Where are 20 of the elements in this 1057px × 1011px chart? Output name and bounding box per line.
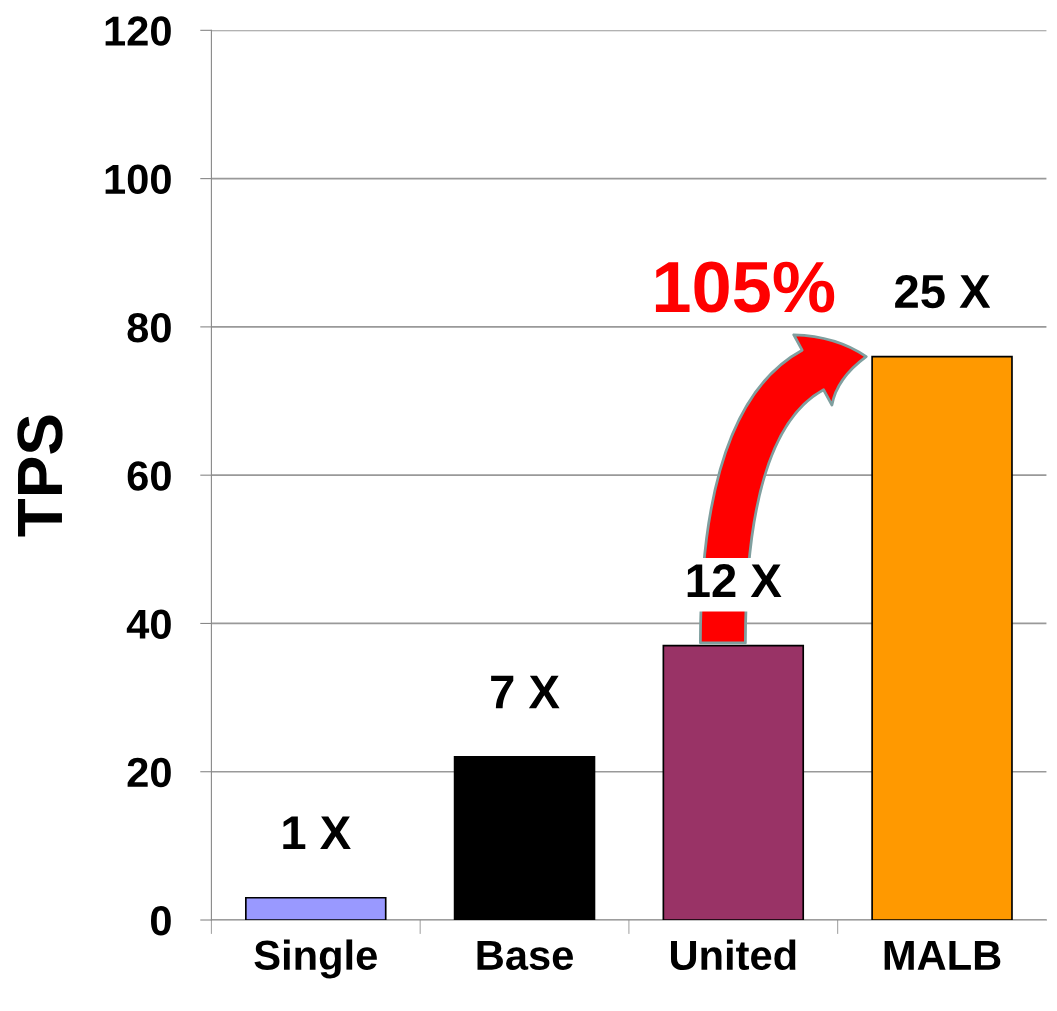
x-tick-label: MALB bbox=[884, 940, 1001, 970]
bar bbox=[453, 756, 596, 921]
x-tick-label: Base bbox=[477, 940, 573, 971]
y-tick-label: 80 bbox=[127, 312, 171, 343]
x-tick-label: Single bbox=[254, 939, 377, 979]
annotation: 7 X bbox=[491, 675, 560, 709]
x-tick-label: United bbox=[670, 939, 796, 971]
annotation: 25 X bbox=[895, 274, 991, 309]
y-tick-label: 120 bbox=[105, 16, 171, 46]
annotation: 12 X bbox=[687, 564, 782, 597]
y-tick-label: 100 bbox=[105, 164, 171, 195]
annotation: 105% bbox=[655, 261, 835, 313]
bar bbox=[871, 355, 1013, 921]
y-axis-title: TPS bbox=[17, 415, 63, 537]
y-tick-label: 40 bbox=[126, 609, 171, 639]
annotation: 1 X bbox=[283, 816, 351, 850]
y-tick-label: 20 bbox=[127, 757, 171, 788]
bar bbox=[245, 896, 387, 921]
y-tick-label: 60 bbox=[127, 461, 171, 491]
y-tick-label: 0 bbox=[150, 906, 171, 936]
